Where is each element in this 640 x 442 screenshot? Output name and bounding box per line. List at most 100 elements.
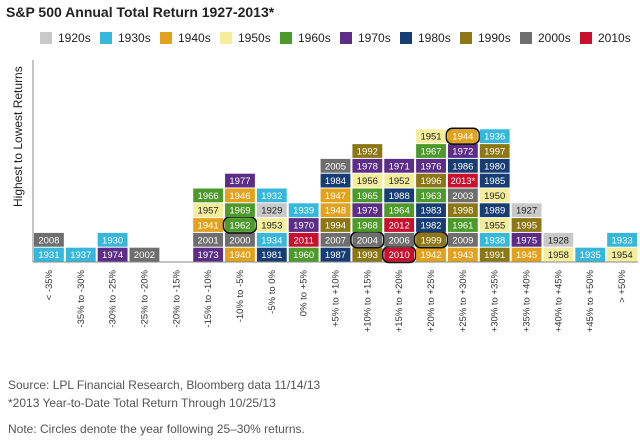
category-label: +25% to +30% xyxy=(458,269,469,332)
year-label: 1931 xyxy=(38,250,59,261)
legend-label: 1980s xyxy=(418,31,451,45)
year-label: 2008 xyxy=(38,235,59,246)
circles-note: Note: Circles denote the year following … xyxy=(8,422,305,436)
category-label: +20% to +25% xyxy=(426,269,437,332)
year-cell xyxy=(479,158,510,173)
year-label: 1945 xyxy=(516,250,537,261)
legend-label: 2010s xyxy=(598,31,631,45)
year-cell xyxy=(416,203,446,218)
year-cell xyxy=(34,247,64,262)
year-cell xyxy=(607,232,637,247)
year-label: 1965 xyxy=(357,191,378,202)
legend-swatch xyxy=(220,32,232,44)
year-label: 2005 xyxy=(325,161,346,172)
year-cell xyxy=(479,203,510,218)
category-label: +15% to +20% xyxy=(394,269,405,332)
year-label: 1948 xyxy=(325,206,346,217)
year-label: 1981 xyxy=(261,250,282,261)
year-label: 2007 xyxy=(325,235,346,246)
year-cell xyxy=(256,188,287,203)
year-cell xyxy=(352,247,383,262)
year-label: 1944 xyxy=(452,132,473,143)
year-label: 1964 xyxy=(389,206,410,217)
year-cell xyxy=(543,247,574,262)
category-label: -25% to -20% xyxy=(139,269,150,327)
year-cell xyxy=(320,247,351,262)
year-label: 1993 xyxy=(357,250,378,261)
legend-swatch xyxy=(400,32,412,44)
year-cell xyxy=(320,158,351,173)
legend-label: 1930s xyxy=(118,31,151,45)
year-cell xyxy=(511,232,542,247)
legend-item: 1980s xyxy=(400,30,451,46)
category-label: < -35% xyxy=(44,269,55,300)
year-cell xyxy=(288,203,319,218)
legend-item: 1950s xyxy=(220,30,271,46)
year-label: 1937 xyxy=(70,250,91,261)
year-label: 1983 xyxy=(420,206,441,217)
legend-label: 1960s xyxy=(298,31,331,45)
legend-item: 1960s xyxy=(280,30,331,46)
asterisk-note: *2013 Year-to-Date Total Return Through … xyxy=(8,396,276,410)
year-label: 1988 xyxy=(389,191,410,202)
year-label: 1999 xyxy=(420,235,441,246)
year-cell xyxy=(479,173,510,188)
legend-swatch xyxy=(340,32,352,44)
year-cell xyxy=(384,158,415,173)
legend-item: 2000s xyxy=(520,30,571,46)
chart-title: S&P 500 Annual Total Return 1927-2013* xyxy=(6,4,275,20)
year-cell xyxy=(416,232,446,247)
legend-item: 1920s xyxy=(40,30,91,46)
legend-swatch xyxy=(160,32,172,44)
year-cell xyxy=(416,173,446,188)
year-label: 1930 xyxy=(102,235,123,246)
year-cell xyxy=(193,218,224,232)
year-cell xyxy=(607,247,637,262)
chart-legend: 1920s 1930s 1940s 1950s 1960s 1970s 1980s 1990s… xyxy=(40,30,640,46)
year-label: 1986 xyxy=(452,161,473,172)
year-label: 1957 xyxy=(198,206,219,217)
year-cell xyxy=(320,188,351,203)
year-label: 1928 xyxy=(548,235,569,246)
year-label: 1991 xyxy=(484,250,505,261)
year-label: 1927 xyxy=(516,206,537,217)
legend-swatch xyxy=(280,32,292,44)
category-label: -30% to -25% xyxy=(108,269,119,327)
legend-label: 1920s xyxy=(58,31,91,45)
year-cell xyxy=(129,247,160,262)
year-label: 1970 xyxy=(293,221,314,232)
year-label: 1932 xyxy=(261,191,282,202)
year-label: 1956 xyxy=(357,176,378,187)
year-cell xyxy=(575,247,606,262)
year-label: 1978 xyxy=(357,161,378,172)
year-label: 1968 xyxy=(357,221,378,232)
year-label: 1973 xyxy=(198,250,219,261)
year-cell xyxy=(479,129,510,144)
legend-label: 1940s xyxy=(178,31,211,45)
year-label: 1976 xyxy=(420,161,441,172)
category-label: +5% to +10% xyxy=(331,269,342,327)
year-label: 1960 xyxy=(293,250,314,261)
year-cell xyxy=(447,203,478,218)
category-label: -20% to -15% xyxy=(171,269,182,327)
year-label: 1958 xyxy=(548,250,569,261)
year-label: 1950 xyxy=(484,191,505,202)
year-label: 2000 xyxy=(229,235,250,246)
year-label: 1966 xyxy=(198,191,219,202)
year-label: 2004 xyxy=(357,235,378,246)
year-cell xyxy=(447,129,478,144)
year-label: 2003 xyxy=(452,191,473,202)
year-cell xyxy=(193,188,224,203)
year-cell xyxy=(416,158,446,173)
year-label: 2001 xyxy=(198,235,219,246)
year-cell xyxy=(352,203,383,218)
category-label: -5% to 0% xyxy=(267,269,278,313)
year-cell xyxy=(384,218,415,232)
year-cell xyxy=(225,218,255,232)
year-label: 1971 xyxy=(389,161,410,172)
circle-marker xyxy=(445,127,481,145)
year-label: 1936 xyxy=(484,132,505,143)
year-label: 1977 xyxy=(229,176,250,187)
year-cell xyxy=(225,173,255,188)
year-cell xyxy=(384,247,415,262)
